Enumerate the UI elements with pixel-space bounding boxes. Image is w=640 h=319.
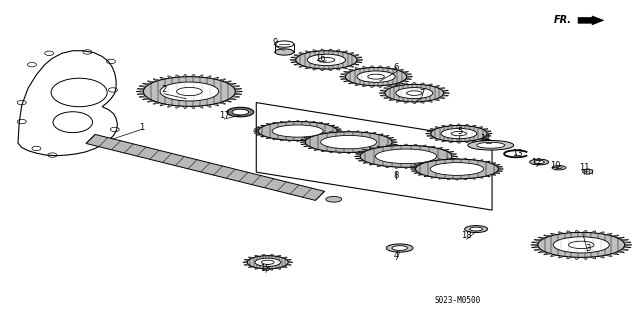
Text: 6: 6 — [394, 63, 399, 72]
Ellipse shape — [568, 241, 594, 249]
Ellipse shape — [385, 84, 444, 102]
Ellipse shape — [582, 169, 593, 174]
Text: S023-M0500: S023-M0500 — [435, 296, 481, 305]
Text: 14: 14 — [481, 134, 491, 144]
Ellipse shape — [232, 109, 248, 115]
Ellipse shape — [451, 131, 467, 136]
Ellipse shape — [275, 41, 294, 47]
Polygon shape — [253, 121, 342, 142]
Ellipse shape — [305, 132, 392, 152]
Ellipse shape — [553, 237, 609, 253]
Ellipse shape — [387, 244, 413, 252]
Ellipse shape — [468, 140, 514, 150]
Text: 10: 10 — [550, 161, 561, 170]
Polygon shape — [86, 134, 324, 200]
Text: FR.: FR. — [554, 15, 572, 26]
Text: 7: 7 — [419, 89, 425, 98]
Polygon shape — [290, 49, 363, 70]
Ellipse shape — [465, 226, 488, 233]
Ellipse shape — [430, 163, 484, 175]
Text: 3: 3 — [585, 243, 590, 253]
Ellipse shape — [406, 91, 422, 95]
Ellipse shape — [258, 122, 337, 140]
Text: 13: 13 — [512, 149, 523, 158]
Polygon shape — [355, 144, 458, 168]
Polygon shape — [426, 124, 492, 143]
Text: 11: 11 — [579, 163, 589, 172]
Text: 16: 16 — [315, 54, 325, 63]
Ellipse shape — [360, 145, 452, 167]
Ellipse shape — [441, 129, 477, 139]
Ellipse shape — [556, 167, 562, 169]
Ellipse shape — [261, 260, 274, 264]
Ellipse shape — [272, 125, 323, 137]
Text: 17: 17 — [219, 111, 230, 120]
Ellipse shape — [307, 54, 346, 66]
Ellipse shape — [534, 160, 544, 164]
Text: 9: 9 — [273, 38, 278, 47]
Polygon shape — [340, 66, 412, 87]
Ellipse shape — [415, 159, 499, 179]
Ellipse shape — [368, 74, 385, 79]
Polygon shape — [300, 130, 397, 154]
Ellipse shape — [357, 71, 395, 82]
Ellipse shape — [552, 166, 566, 170]
FancyArrow shape — [578, 16, 604, 25]
Ellipse shape — [275, 49, 294, 55]
Ellipse shape — [321, 136, 377, 149]
Ellipse shape — [538, 233, 625, 257]
Ellipse shape — [160, 82, 219, 101]
Ellipse shape — [326, 197, 342, 202]
Ellipse shape — [255, 258, 280, 266]
Text: 4: 4 — [394, 251, 399, 260]
Polygon shape — [136, 75, 243, 108]
Ellipse shape — [247, 256, 288, 269]
Text: 15: 15 — [260, 264, 271, 273]
Text: 5: 5 — [458, 127, 463, 136]
Polygon shape — [243, 254, 292, 270]
Polygon shape — [411, 158, 504, 180]
Ellipse shape — [376, 149, 436, 164]
Polygon shape — [531, 230, 632, 259]
Ellipse shape — [346, 68, 406, 86]
Ellipse shape — [177, 87, 202, 96]
Ellipse shape — [296, 51, 357, 69]
Text: 12: 12 — [531, 158, 542, 167]
Ellipse shape — [143, 77, 236, 106]
Ellipse shape — [227, 107, 253, 117]
Ellipse shape — [431, 125, 487, 142]
Ellipse shape — [392, 246, 407, 250]
Text: 2: 2 — [161, 85, 166, 94]
Ellipse shape — [530, 159, 548, 165]
Text: 8: 8 — [394, 171, 399, 180]
Ellipse shape — [318, 57, 335, 62]
Ellipse shape — [477, 142, 505, 148]
Text: 1: 1 — [139, 123, 144, 132]
Polygon shape — [380, 83, 449, 104]
Ellipse shape — [396, 88, 433, 99]
Text: 18: 18 — [461, 231, 472, 240]
Ellipse shape — [470, 227, 483, 231]
